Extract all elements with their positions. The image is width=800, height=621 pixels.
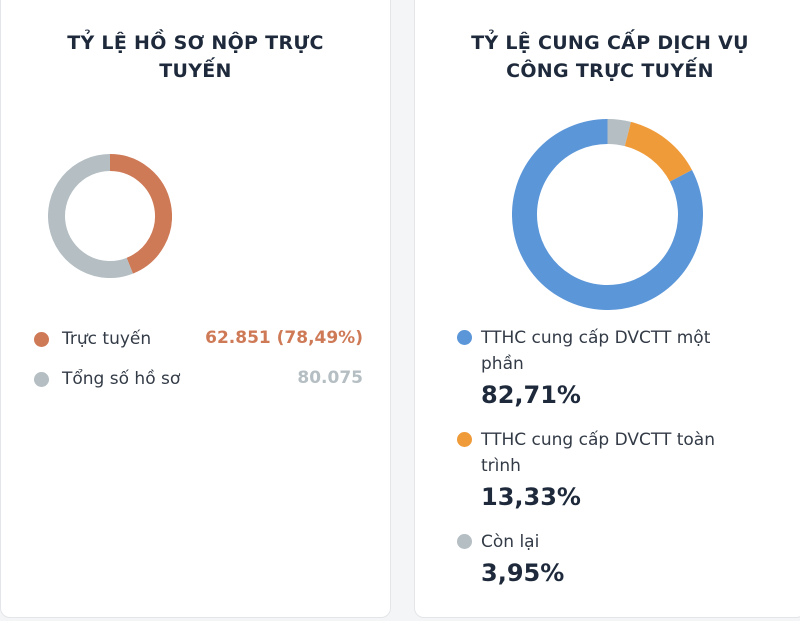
donut-slice-1	[607, 119, 631, 147]
donut-slice-2	[48, 154, 133, 278]
legend-percent: 82,71%	[481, 381, 581, 409]
legend-dot-partial	[457, 330, 472, 345]
legend-label: Tổng số hồ sơ	[62, 369, 181, 389]
legend-dot-online	[34, 331, 49, 347]
legend-item-partial: TTHC cung cấp DVCTT một phần 82,71%	[457, 325, 777, 411]
legend-item-full: TTHC cung cấp DVCTT toàn trình 13,33%	[457, 427, 777, 513]
legend-dot-total	[34, 371, 49, 387]
legend-label: TTHC cung cấp DVCTT toàn trình	[481, 430, 715, 476]
donut-slice-3	[512, 119, 703, 310]
card-title: TỶ LỆ HỒ SƠ NỘP TRỰC TUYẾN	[67, 32, 324, 82]
legend-value-total: 80.075	[297, 368, 363, 388]
legend-item-total: Tổng số hồ sơ	[34, 369, 180, 389]
legend-item-remaining: Còn lại 3,95%	[457, 529, 777, 589]
legend-label: TTHC cung cấp DVCTT một phần	[481, 328, 711, 374]
legend-dot-remaining	[457, 534, 472, 549]
legend-percent: 3,95%	[481, 559, 565, 587]
donut-chart-online-submission	[48, 154, 172, 278]
legend-percent: 13,33%	[481, 483, 581, 511]
card-title: TỶ LỆ CUNG CẤP DỊCH VỤ CÔNG TRỰC TUYẾN	[471, 32, 749, 82]
legend-label: Còn lại	[481, 532, 540, 552]
legend-value-online: 62.851 (78,49%)	[205, 328, 363, 348]
legend-dot-full	[457, 432, 472, 447]
donut-slice-1	[109, 154, 172, 274]
donut-slice-2	[624, 121, 692, 183]
card-online-service: TỶ LỆ CUNG CẤP DỊCH VỤ CÔNG TRỰC TUYẾN T…	[414, 0, 800, 618]
card-online-submission: TỶ LỆ HỒ SƠ NỘP TRỰC TUYẾN Trực tuyến 62…	[0, 0, 391, 618]
donut-chart-online-service	[512, 119, 703, 310]
legend-item-online: Trực tuyến	[34, 329, 151, 349]
legend-label: Trực tuyến	[62, 329, 152, 349]
